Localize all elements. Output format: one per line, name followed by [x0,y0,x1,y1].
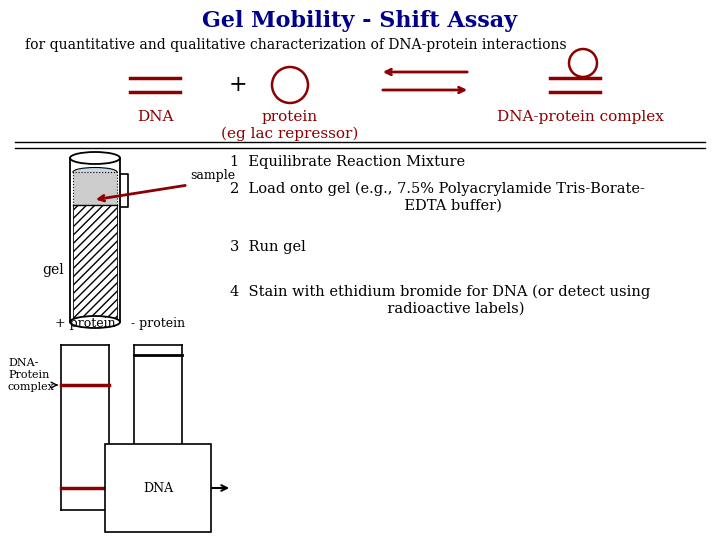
Text: sample: sample [190,169,235,182]
Text: 1  Equilibrate Reaction Mixture: 1 Equilibrate Reaction Mixture [230,155,465,169]
Text: DNA: DNA [137,110,174,124]
Text: DNA-protein complex: DNA-protein complex [497,110,663,124]
Text: Gel Mobility - Shift Assay: Gel Mobility - Shift Assay [202,10,518,32]
Text: + protein: + protein [55,317,115,330]
Ellipse shape [70,152,120,164]
Bar [73,172,117,205]
Text: for quantitative and qualitative characterization of DNA-protein interactions: for quantitative and qualitative charact… [25,38,567,52]
Text: - protein: - protein [131,317,185,330]
Text: gel: gel [42,263,64,277]
Text: DNA: DNA [143,482,173,495]
Text: +: + [229,74,247,96]
Ellipse shape [73,167,117,177]
Text: 4  Stain with ethidium bromide for DNA (or detect using
       radioactive label: 4 Stain with ethidium bromide for DNA (o… [230,285,650,315]
Ellipse shape [70,316,120,328]
Text: 3  Run gel: 3 Run gel [230,240,306,254]
Text: 2  Load onto gel (e.g., 7.5% Polyacrylamide Tris-Borate-
       EDTA buffer): 2 Load onto gel (e.g., 7.5% Polyacrylami… [230,182,645,213]
Bar [73,205,117,322]
Text: DNA-
Protein
complex: DNA- Protein complex [8,359,55,392]
Text: protein
(eg lac repressor): protein (eg lac repressor) [221,110,359,140]
